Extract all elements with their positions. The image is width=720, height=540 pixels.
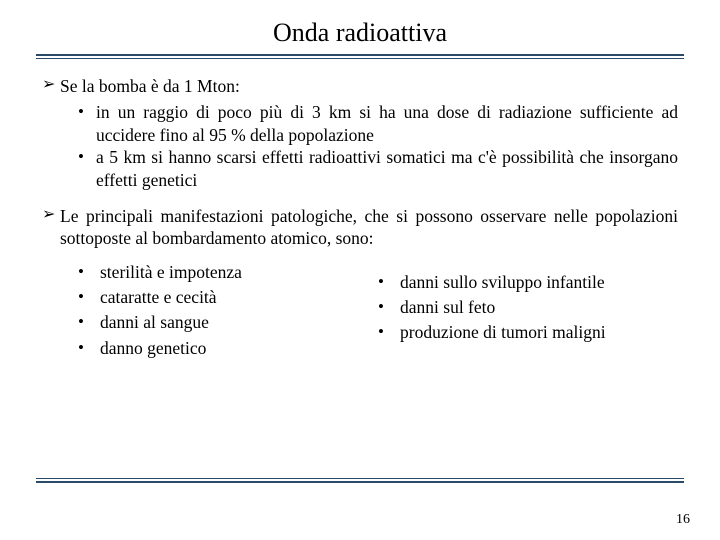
bullet-icon: • — [78, 101, 96, 123]
bullet-icon: • — [78, 336, 100, 361]
list-item: • cataratte e cecità — [78, 285, 378, 310]
title-block: Onda radioattiva — [36, 18, 684, 59]
bullet-icon: • — [378, 320, 400, 345]
arrow-icon: ➢ — [42, 205, 60, 225]
title-rule-thick — [36, 54, 684, 56]
list-item: • danni al sangue — [78, 310, 378, 335]
spacer — [42, 191, 678, 205]
list-item: • danno genetico — [78, 336, 378, 361]
section1-lead-text: Se la bomba è da 1 Mton: — [60, 75, 678, 97]
section2-lead-text: Le principali manifestazioni patologiche… — [60, 205, 678, 250]
bottom-rule-thin — [36, 478, 684, 479]
bullet-icon: • — [78, 146, 96, 168]
section1-sublist: • in un raggio di poco più di 3 km si ha… — [42, 101, 678, 191]
list-item-text: sterilità e impotenza — [100, 260, 378, 285]
section2-lead: ➢ Le principali manifestazioni patologic… — [42, 205, 678, 250]
list-item-text: danni sul feto — [400, 295, 678, 320]
bullet-icon: • — [378, 295, 400, 320]
column-left: • sterilità e impotenza • cataratte e ce… — [78, 260, 378, 362]
page-number: 16 — [676, 512, 690, 528]
column-right: • danni sullo sviluppo infantile • danni… — [378, 260, 678, 362]
list-item-text: in un raggio di poco più di 3 km si ha u… — [96, 101, 678, 146]
title-rule-thin — [36, 58, 684, 59]
bullet-icon: • — [78, 260, 100, 285]
list-item-text: danno genetico — [100, 336, 378, 361]
list-item: • in un raggio di poco più di 3 km si ha… — [78, 101, 678, 146]
content-area: ➢ Se la bomba è da 1 Mton: • in un raggi… — [36, 65, 684, 361]
list-item: • produzione di tumori maligni — [378, 320, 678, 345]
bottom-rules — [36, 478, 684, 485]
bullet-icon: • — [378, 270, 400, 295]
slide-title: Onda radioattiva — [36, 18, 684, 54]
slide: Onda radioattiva ➢ Se la bomba è da 1 Mt… — [0, 0, 720, 540]
list-item-text: cataratte e cecità — [100, 285, 378, 310]
list-item-text: danni sullo sviluppo infantile — [400, 270, 678, 295]
bullet-icon: • — [78, 310, 100, 335]
two-column-list: • sterilità e impotenza • cataratte e ce… — [42, 260, 678, 362]
bottom-rule-thick — [36, 481, 684, 483]
list-item: • danni sul feto — [378, 295, 678, 320]
section1-lead: ➢ Se la bomba è da 1 Mton: — [42, 75, 678, 97]
bullet-icon: • — [78, 285, 100, 310]
list-item-text: danni al sangue — [100, 310, 378, 335]
list-item: • a 5 km si hanno scarsi effetti radioat… — [78, 146, 678, 191]
list-item-text: produzione di tumori maligni — [400, 320, 678, 345]
list-item-text: a 5 km si hanno scarsi effetti radioatti… — [96, 146, 678, 191]
list-item: • danni sullo sviluppo infantile — [378, 270, 678, 295]
arrow-icon: ➢ — [42, 75, 60, 95]
list-item: • sterilità e impotenza — [78, 260, 378, 285]
